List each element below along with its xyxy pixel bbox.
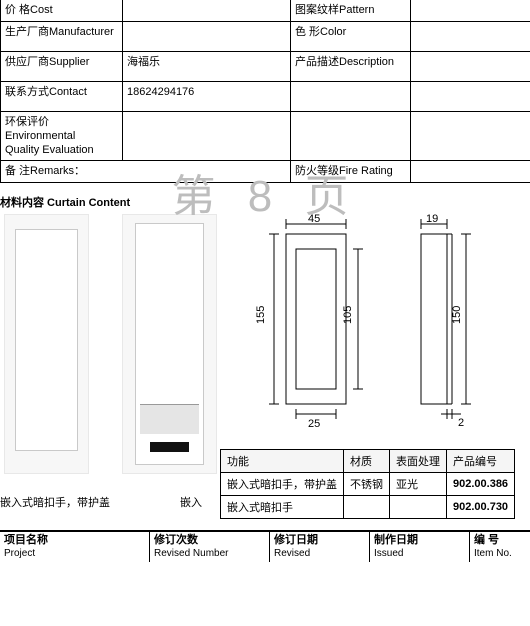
label-fire: 防火等级Fire Rating xyxy=(291,161,411,183)
footer-table: 项目名称Project 修订次数Revised Number 修订日期Revis… xyxy=(0,530,530,562)
caption-row: 嵌入式暗扣手，带护盖 嵌入 xyxy=(0,494,530,512)
slot-icon xyxy=(150,442,189,452)
caption-2: 嵌入 xyxy=(180,494,202,510)
dim-19: 19 xyxy=(426,214,438,225)
blank-r5-2 xyxy=(411,112,530,161)
col-function: 功能 xyxy=(221,450,344,473)
product-image-2 xyxy=(122,214,217,474)
value-cost xyxy=(123,0,291,22)
footer-project: 项目名称Project xyxy=(0,532,150,562)
dim-2: 2 xyxy=(458,417,464,429)
footer-itemno: 编 号Item No. xyxy=(470,532,530,562)
dim-105: 105 xyxy=(342,306,354,324)
product-image-1 xyxy=(4,214,89,474)
value-description xyxy=(411,52,530,82)
dim-150: 150 xyxy=(451,306,463,324)
col-code: 产品编号 xyxy=(447,450,515,473)
caption-1: 嵌入式暗扣手，带护盖 xyxy=(0,494,110,510)
blank-r4-2 xyxy=(411,82,530,112)
blank-r4-1 xyxy=(291,82,411,112)
value-env xyxy=(123,112,291,161)
label-remarks: 备 注Remarks： xyxy=(1,161,291,183)
col-finish: 表面处理 xyxy=(390,450,447,473)
label-color: 色 形Color xyxy=(291,22,411,52)
technical-drawing: 45 25 155 105 19 150 xyxy=(246,214,526,454)
dim-25: 25 xyxy=(308,418,320,430)
table-row: 嵌入式暗扣手，带护盖 不锈钢 亚光 902.00.386 xyxy=(221,473,515,496)
section-title: 材料内容 Curtain Content xyxy=(0,189,530,214)
table-row: 功能 材质 表面处理 产品编号 xyxy=(221,450,515,473)
label-description: 产品描述Description xyxy=(291,52,411,82)
value-pattern xyxy=(411,0,530,22)
value-fire xyxy=(411,161,530,183)
dim-155: 155 xyxy=(255,306,267,324)
value-color xyxy=(411,22,530,52)
label-env: 环保评价 Environmental Quality Evaluation xyxy=(1,112,123,161)
label-pattern: 图案纹样Pattern xyxy=(291,0,411,22)
label-supplier: 供应厂商Supplier xyxy=(1,52,123,82)
value-supplier: 海福乐 xyxy=(123,52,291,82)
footer-revnum: 修订次数Revised Number xyxy=(150,532,270,562)
col-material: 材质 xyxy=(344,450,390,473)
blank-r5-1 xyxy=(291,112,411,161)
value-manufacturer xyxy=(123,22,291,52)
label-manufacturer: 生产厂商Manufacturer xyxy=(1,22,123,52)
content-area: 45 25 155 105 19 150 xyxy=(0,214,530,494)
label-contact: 联系方式Contact xyxy=(1,82,123,112)
footer-revdate: 修订日期Revised xyxy=(270,532,370,562)
dim-45: 45 xyxy=(308,214,320,225)
footer-issued: 制作日期Issued xyxy=(370,532,470,562)
spec-table: 价 格Cost 图案纹样Pattern 生产厂商Manufacturer 色 形… xyxy=(0,0,530,183)
label-cost: 价 格Cost xyxy=(1,0,123,22)
value-contact: 18624294176 xyxy=(123,82,291,112)
